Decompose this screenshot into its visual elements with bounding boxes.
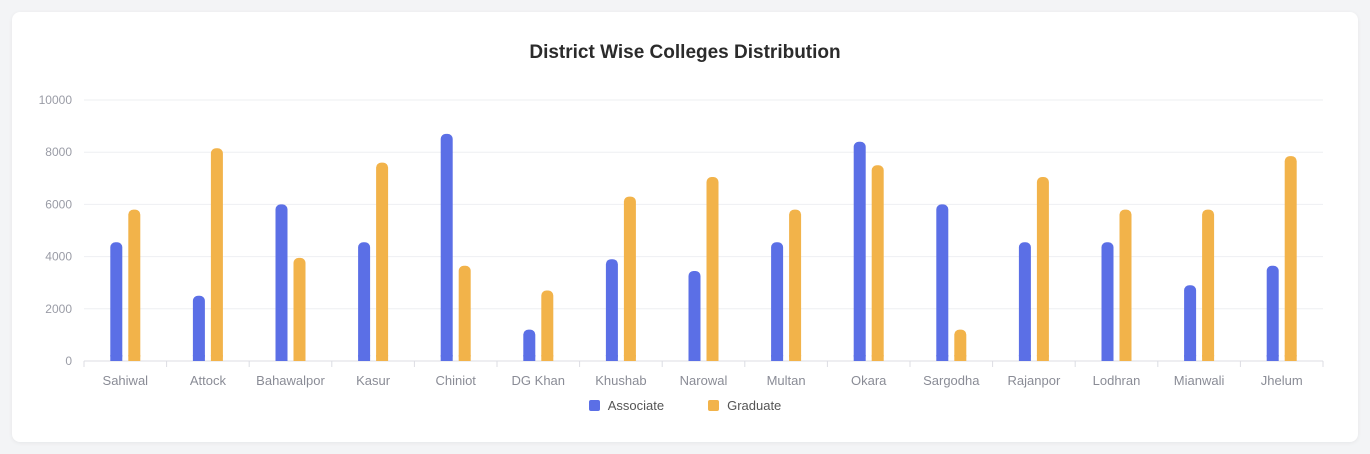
x-tick-label: Narowal (680, 373, 728, 388)
bar-base-graduate (458, 355, 471, 361)
x-tick-label: Lodhran (1093, 373, 1141, 388)
bar-associate (1266, 265, 1279, 361)
x-tick-label: Okara (851, 373, 887, 388)
bar-base-associate (358, 355, 371, 361)
bar-graduate (1284, 156, 1297, 361)
x-tick-label: Mianwali (1174, 373, 1225, 388)
bar-associate (936, 204, 949, 361)
x-tick-label: Khushab (595, 373, 646, 388)
bar-graduate (458, 265, 471, 361)
bar-associate (771, 242, 784, 361)
bar-base-graduate (623, 355, 636, 361)
bar-graduate (706, 176, 719, 361)
x-tick-label: Rajanpor (1008, 373, 1061, 388)
bar-graduate (789, 209, 802, 361)
bar-base-graduate (293, 355, 306, 361)
bar-base-associate (523, 355, 536, 361)
x-tick-label: Attock (190, 373, 227, 388)
legend-swatch-associate (588, 400, 600, 411)
bar-graduate (210, 148, 223, 361)
bar-graduate (623, 196, 636, 361)
bar-associate (192, 295, 205, 361)
y-tick-label: 8000 (45, 145, 72, 159)
legend-swatch-graduate (708, 400, 720, 411)
bar-base-associate (1266, 355, 1279, 361)
bar-associate (853, 141, 866, 361)
bar-associate (605, 259, 618, 361)
x-tick-label: Chiniot (435, 373, 476, 388)
bar-graduate (954, 329, 967, 361)
bar-graduate (541, 290, 554, 361)
bar-base-graduate (706, 355, 719, 361)
bar-graduate (1119, 209, 1132, 361)
bar-associate (1101, 242, 1114, 361)
bar-base-associate (605, 355, 618, 361)
y-tick-label: 6000 (45, 197, 72, 211)
bar-graduate (376, 162, 389, 361)
y-tick-label: 0 (65, 354, 72, 368)
bar-base-associate (275, 355, 288, 361)
bar-graduate (128, 209, 141, 361)
bar-associate (523, 329, 536, 361)
y-tick-label: 4000 (45, 250, 72, 264)
bar-graduate (871, 165, 884, 361)
bar-graduate (1202, 209, 1215, 361)
chart-title: District Wise Colleges Distribution (529, 42, 841, 63)
bar-associate (440, 133, 453, 361)
x-tick-label: Sahiwal (103, 373, 149, 388)
bar-associate (358, 242, 371, 361)
bar-base-associate (440, 355, 453, 361)
bar-base-associate (1018, 355, 1031, 361)
bar-base-associate (771, 355, 784, 361)
legend-label-graduate: Graduate (727, 398, 782, 413)
legend: Associate Graduate (0, 398, 1370, 413)
y-tick-label: 2000 (45, 302, 72, 316)
bar-base-graduate (128, 355, 141, 361)
bar-base-associate (688, 355, 701, 361)
bar-base-associate (1101, 355, 1114, 361)
x-tick-label: Kasur (356, 373, 391, 388)
bar-base-graduate (1202, 355, 1215, 361)
bar-base-associate (853, 355, 866, 361)
legend-item-graduate[interactable]: Graduate (708, 398, 781, 413)
x-tick-label: Sargodha (923, 373, 980, 388)
bar-base-graduate (1284, 355, 1297, 361)
bar-base-graduate (1036, 355, 1049, 361)
bar-associate (275, 204, 288, 361)
bar-associate (1018, 242, 1031, 361)
legend-label-associate: Associate (607, 398, 665, 413)
bar-associate (110, 242, 123, 361)
legend-item-associate[interactable]: Associate (588, 398, 665, 413)
bar-base-graduate (376, 355, 389, 361)
bar-base-associate (110, 355, 123, 361)
bar-base-graduate (789, 355, 802, 361)
bar-base-associate (192, 355, 205, 361)
bar-graduate (1036, 176, 1049, 361)
bar-associate (688, 270, 701, 361)
bar-base-associate (1184, 355, 1197, 361)
bar-base-graduate (541, 355, 554, 361)
y-tick-label: 10000 (39, 93, 73, 107)
bar-base-graduate (954, 355, 967, 361)
x-tick-label: Jhelum (1261, 373, 1303, 388)
x-tick-label: Bahawalpor (256, 373, 325, 388)
bar-base-graduate (871, 355, 884, 361)
x-tick-label: DG Khan (512, 373, 565, 388)
bar-base-associate (936, 355, 949, 361)
bar-base-graduate (1119, 355, 1132, 361)
bar-base-graduate (210, 355, 223, 361)
chart-card: District Wise Colleges Distribution (12, 12, 1358, 442)
x-tick-label: Multan (767, 373, 806, 388)
bar-associate (1184, 285, 1197, 361)
bar-graduate (293, 257, 306, 361)
